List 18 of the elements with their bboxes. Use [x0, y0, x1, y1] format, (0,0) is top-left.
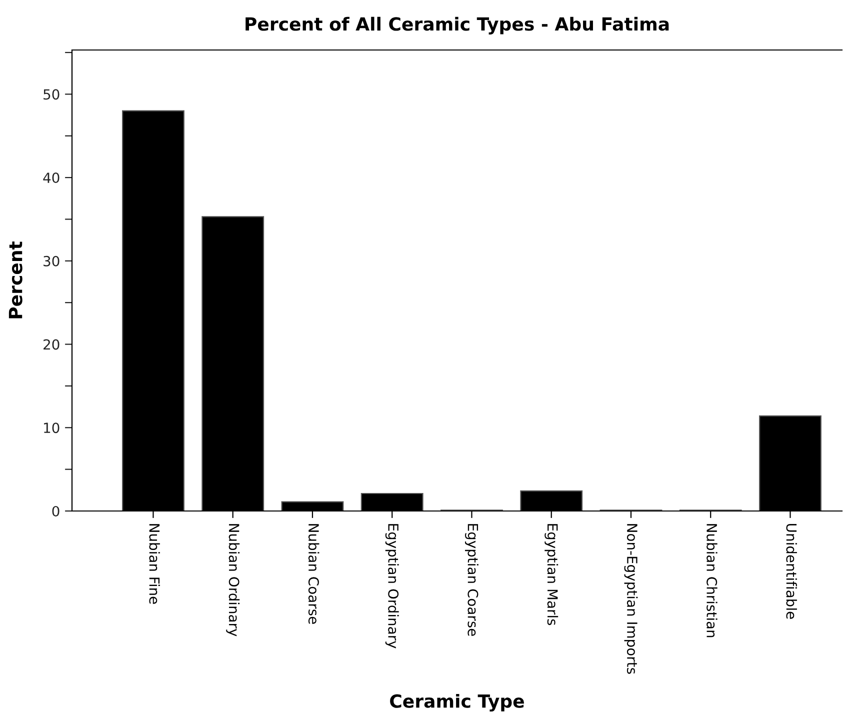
x-tick-label: Egyptian Coarse [465, 524, 478, 636]
y-tick-label: 40 [43, 172, 60, 184]
y-tick-label: 20 [44, 339, 60, 350]
chart-title: Percent of All Ceramic Types - Abu Fatima [246, 16, 669, 34]
y-tick-label: 30 [44, 256, 60, 266]
x-tick-label: Unidentifiable [786, 524, 797, 619]
x-tick-label: Nubian Fine [149, 524, 160, 604]
x-tick-label: Nubian Ordinary [226, 524, 240, 636]
x-tick-label: Nubian Coarse [308, 524, 320, 624]
y-tick-label: 50 [44, 89, 60, 100]
x-tick-label: Egyptian Marls [544, 524, 558, 626]
x-tick-label: Egyptian Ordinary [385, 524, 399, 648]
y-axis-title: Percent [8, 242, 22, 318]
y-tick-label: 0 [52, 506, 60, 516]
y-tick-label: 10 [44, 422, 60, 434]
x-tick-label: Nubian Christian [706, 524, 718, 638]
x-tick-label: Non-Egyptian Imports [624, 524, 638, 674]
x-axis-title: Ceramic Type [390, 694, 524, 712]
